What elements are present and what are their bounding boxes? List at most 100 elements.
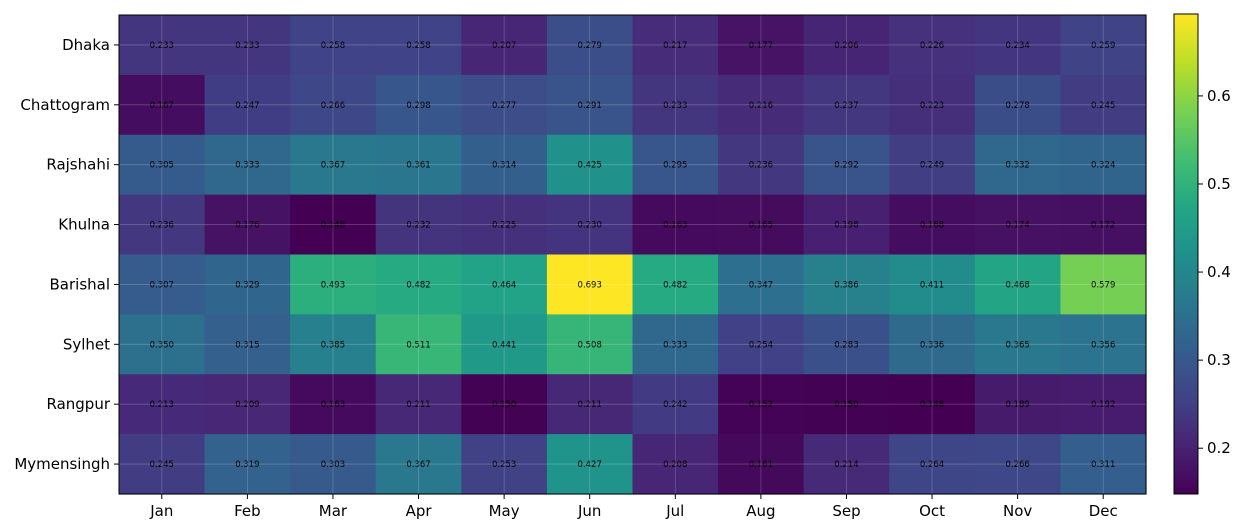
cell-value-label: 0.242 xyxy=(663,400,687,410)
heatmap-cell xyxy=(632,134,719,196)
cell-value-label: 0.148 xyxy=(920,400,944,410)
heatmap-cell xyxy=(974,434,1062,495)
heatmap-cell xyxy=(718,374,805,435)
heatmap-cell xyxy=(204,15,291,76)
cell-value-label: 0.365 xyxy=(1005,340,1029,350)
heatmap-cell xyxy=(461,314,548,375)
heatmap-cell xyxy=(632,15,719,76)
heatmap-cell xyxy=(290,254,377,315)
heatmap-cell xyxy=(718,74,805,136)
heatmap-cell xyxy=(1060,254,1147,315)
column-label: Jan xyxy=(149,502,173,520)
cell-value-label: 0.264 xyxy=(920,460,944,470)
heatmap-cell xyxy=(632,254,719,315)
heatmap-cell xyxy=(974,134,1062,196)
heatmap-cell xyxy=(461,134,548,196)
heatmap-cell xyxy=(546,194,634,256)
cell-value-label: 0.259 xyxy=(1091,41,1115,51)
heatmap-cell xyxy=(974,74,1062,136)
cell-value-label: 0.315 xyxy=(235,340,259,350)
heatmap-cell xyxy=(974,15,1062,76)
heatmap-cell xyxy=(718,134,805,196)
heatmap-cell xyxy=(119,374,206,435)
grid-lines xyxy=(118,14,1147,495)
cell-value-label: 0.303 xyxy=(321,460,345,470)
cell-value-label: 0.150 xyxy=(834,400,858,410)
heatmap-cell xyxy=(889,15,976,76)
cell-value-label: 0.385 xyxy=(321,340,345,350)
column-label: Sep xyxy=(832,502,860,520)
heatmap-cell xyxy=(974,254,1062,315)
row-label: Chattogram xyxy=(20,96,110,114)
heatmap-cell xyxy=(375,194,462,256)
cell-value-label: 0.236 xyxy=(150,221,174,231)
cell-value-label: 0.336 xyxy=(920,340,944,350)
cell-value-label: 0.226 xyxy=(920,41,944,51)
heatmap-cell xyxy=(290,134,377,196)
heatmap-cell xyxy=(119,254,206,315)
cell-value-label: 0.211 xyxy=(578,400,602,410)
cell-value-label: 0.165 xyxy=(749,221,773,231)
cell-value-label: 0.511 xyxy=(406,340,430,350)
cell-value-label: 0.347 xyxy=(749,280,773,290)
plot-frame xyxy=(118,14,1147,495)
cell-value-label: 0.214 xyxy=(834,460,858,470)
cell-value-label: 0.332 xyxy=(1005,161,1029,171)
row-label: Rajshahi xyxy=(46,156,110,174)
heatmap-cell xyxy=(889,254,976,315)
heatmap-cell xyxy=(119,134,206,196)
cell-value-label: 0.464 xyxy=(492,280,516,290)
cell-value-label: 0.207 xyxy=(492,41,516,51)
heatmap-cell xyxy=(375,15,462,76)
heatmap-cell xyxy=(889,74,976,136)
cell-value-label: 0.266 xyxy=(321,101,345,111)
row-label: Khulna xyxy=(58,216,110,234)
heatmap-cell xyxy=(974,194,1062,256)
heatmap-cell xyxy=(546,134,634,196)
cell-value-label: 0.245 xyxy=(150,460,174,470)
row-label: Dhaka xyxy=(62,36,110,54)
cell-value-label: 0.230 xyxy=(578,221,602,231)
heatmap-cell xyxy=(375,254,462,315)
heatmap-cell xyxy=(546,314,634,375)
cell-value-label: 0.161 xyxy=(749,460,773,470)
cell-value-label: 0.350 xyxy=(150,340,174,350)
cell-value-label: 0.163 xyxy=(663,221,687,231)
cell-value-label: 0.333 xyxy=(235,161,259,171)
cell-value-label: 0.441 xyxy=(492,340,516,350)
cell-value-label: 0.283 xyxy=(834,340,858,350)
heatmap-cell xyxy=(803,74,890,136)
heatmap-cell xyxy=(119,194,206,256)
cell-value-label: 0.176 xyxy=(235,221,259,231)
heatmap-cell xyxy=(974,314,1062,375)
cell-value-label: 0.192 xyxy=(1091,400,1115,410)
cell-value-label: 0.386 xyxy=(834,280,858,290)
heatmap-cell xyxy=(803,134,890,196)
heatmap-cell xyxy=(461,254,548,315)
heatmap-cell xyxy=(290,74,377,136)
heatmap-cell xyxy=(461,194,548,256)
cell-value-label: 0.198 xyxy=(834,221,858,231)
heatmap-cell xyxy=(803,434,890,495)
cell-value-label: 0.148 xyxy=(321,221,345,231)
cell-value-label: 0.174 xyxy=(1005,221,1029,231)
heatmap-cell xyxy=(204,314,291,375)
row-label: Rangpur xyxy=(46,395,110,413)
cell-value-label: 0.291 xyxy=(578,101,602,111)
heatmap-cell xyxy=(375,434,462,495)
cell-value-label: 0.217 xyxy=(663,41,687,51)
heatmap-cells: 0.233 0.233 0.258 0.258 0.207 0.279 0.217 0.177… xyxy=(119,15,1147,495)
colorbar: 0.2 0.3 0.4 0.5 0.6 xyxy=(1173,13,1231,495)
column-label: Jun xyxy=(577,502,601,520)
cell-value-label: 0.152 xyxy=(749,400,773,410)
row-label: Mymensingh xyxy=(14,455,110,473)
heatmap-cell xyxy=(1060,15,1147,76)
column-label: Apr xyxy=(406,502,433,520)
colorbar-tick-label: 0.3 xyxy=(1207,351,1231,369)
heatmap-cell xyxy=(1060,134,1147,196)
column-label: May xyxy=(489,502,520,520)
cell-value-label: 0.225 xyxy=(492,221,516,231)
cell-value-label: 0.167 xyxy=(150,101,174,111)
cell-value-label: 0.292 xyxy=(834,161,858,171)
cell-value-label: 0.278 xyxy=(1005,101,1029,111)
